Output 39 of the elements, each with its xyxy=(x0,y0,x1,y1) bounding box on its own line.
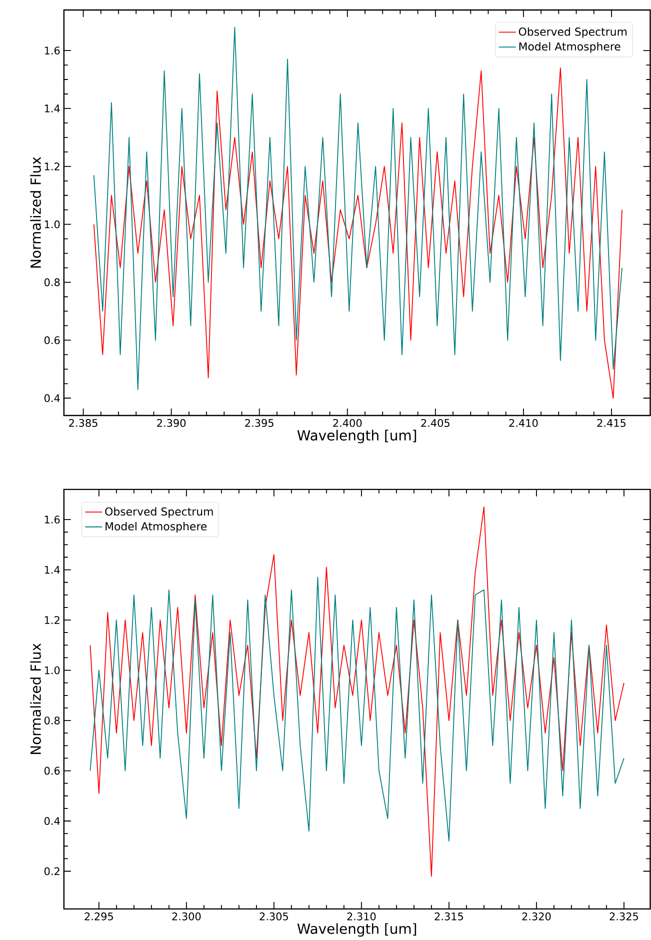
x-tick-label: 2.405 xyxy=(421,419,450,427)
x-axis-title: Wavelength [um] xyxy=(297,430,416,444)
y-tick-label: 1.4 xyxy=(44,104,60,112)
x-tick-label: 2.390 xyxy=(157,419,186,427)
y-axis-title: Normalized Flux xyxy=(30,157,41,268)
x-tick-label: 2.325 xyxy=(610,912,638,920)
y-tick-label: 0.6 xyxy=(44,766,60,775)
y-tick-label: 1.2 xyxy=(44,162,60,170)
x-tick-label: 2.305 xyxy=(260,912,288,920)
y-tick-label: 0.6 xyxy=(44,336,60,344)
x-axis-title: Wavelength [um] xyxy=(297,923,416,937)
x-tick-label: 2.385 xyxy=(68,419,98,427)
x-tick-label: 2.315 xyxy=(434,912,463,920)
y-tick-label: 1.6 xyxy=(44,46,60,54)
y-tick-label: 1.0 xyxy=(44,220,60,228)
x-tick-label: 2.310 xyxy=(347,912,376,920)
legend-label: Observed Spectrum xyxy=(105,507,213,518)
x-tick-label: 2.400 xyxy=(333,419,362,427)
y-tick-label: 1.6 xyxy=(44,516,60,524)
y-tick-label: 0.2 xyxy=(44,867,60,876)
x-tick-label: 2.395 xyxy=(245,419,274,427)
x-tick-label: 2.300 xyxy=(172,912,201,920)
y-tick-label: 0.8 xyxy=(44,716,60,724)
x-tick-label: 2.295 xyxy=(84,912,113,920)
y-tick-label: 1.4 xyxy=(44,566,60,574)
x-tick-label: 2.415 xyxy=(597,419,626,427)
x-tick-label: 2.410 xyxy=(509,419,538,427)
y-tick-label: 0.8 xyxy=(44,278,60,286)
x-tick-label: 2.320 xyxy=(522,912,551,920)
line-series xyxy=(90,576,624,842)
legend-label: Model Atmosphere xyxy=(106,522,206,533)
y-tick-label: 1.2 xyxy=(44,616,60,624)
legend-label: Observed Spectrum xyxy=(518,27,626,38)
legend-label: Model Atmosphere xyxy=(519,42,620,53)
y-axis-title: Normalized Flux xyxy=(30,643,41,754)
y-tick-label: 0.4 xyxy=(44,817,60,825)
y-tick-label: 0.4 xyxy=(44,394,60,402)
line-series xyxy=(90,506,624,877)
y-tick-label: 1.0 xyxy=(44,666,60,674)
